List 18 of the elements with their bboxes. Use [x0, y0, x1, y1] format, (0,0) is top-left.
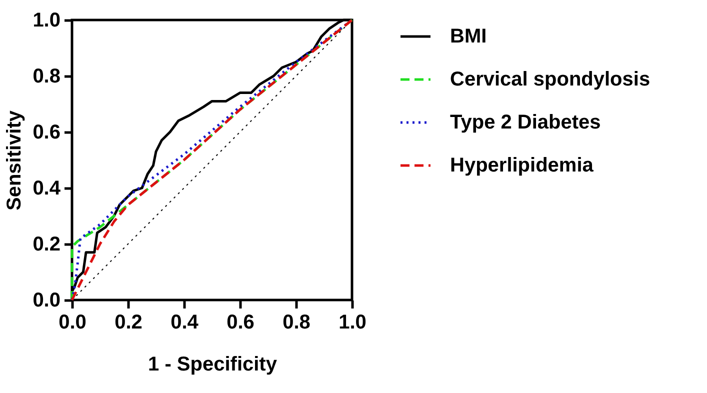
legend-label: BMI	[450, 26, 487, 48]
y-tick-label: 0.2	[32, 234, 60, 256]
y-tick-label: 1.0	[32, 10, 60, 32]
legend-label: Type 2 Diabetes	[450, 112, 601, 134]
x-axis-title: 1 - Specificity	[148, 354, 278, 376]
y-tick-label: 0.6	[32, 122, 60, 144]
y-tick-label: 0.0	[32, 290, 60, 312]
x-tick-label: 0.0	[58, 312, 86, 334]
legend-label: Hyperlipidemia	[450, 154, 594, 176]
x-tick-label: 0.6	[226, 312, 254, 334]
y-axis-title: Sensitivity	[4, 110, 26, 211]
x-tick-label: 0.4	[170, 312, 200, 334]
x-tick-label: 0.8	[282, 312, 310, 334]
y-tick-label: 0.8	[32, 66, 60, 88]
y-tick-label: 0.4	[32, 178, 62, 200]
legend-label: Cervical spondylosis	[450, 68, 650, 90]
x-tick-label: 1.0	[338, 312, 366, 334]
x-tick-label: 0.2	[114, 312, 142, 334]
